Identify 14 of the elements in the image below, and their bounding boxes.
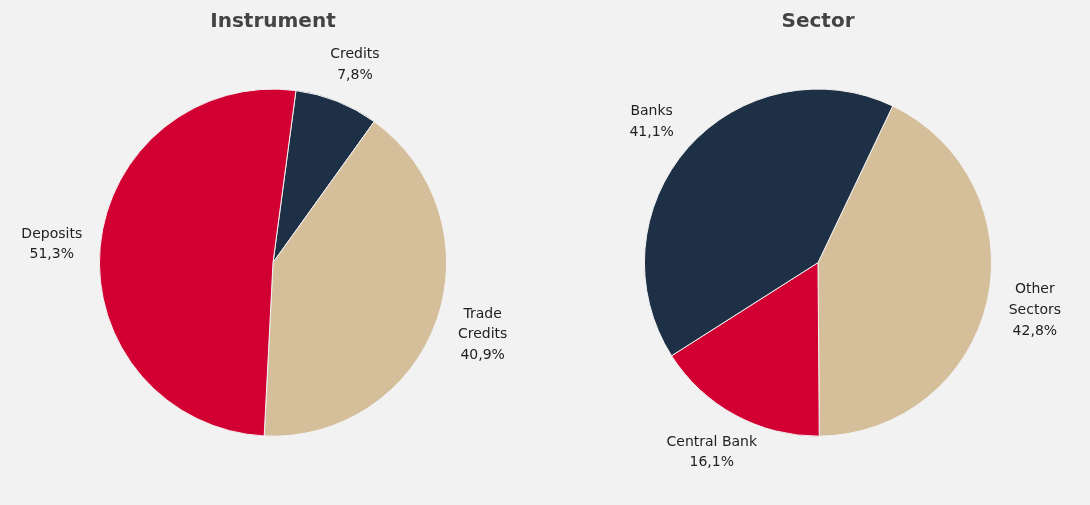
data-label: 7,8% xyxy=(337,65,373,82)
slice-label: Credits xyxy=(330,44,380,61)
slice-label: Deposits xyxy=(21,224,83,241)
chart-title: Sector xyxy=(781,7,855,32)
data-label: 51,3% xyxy=(29,245,75,262)
slice-label: Banks xyxy=(630,102,673,119)
slice-label: Central Bank xyxy=(666,432,758,449)
data-label: 40,9% xyxy=(460,346,505,363)
slice-label: Other Sectors xyxy=(1008,280,1062,318)
data-label: 42,8% xyxy=(1012,321,1058,338)
data-label: 41,1% xyxy=(629,122,674,139)
slice-label: Trade Credits xyxy=(457,304,508,342)
chart-title: Instrument xyxy=(210,7,337,32)
data-label: 16,1% xyxy=(689,453,735,470)
